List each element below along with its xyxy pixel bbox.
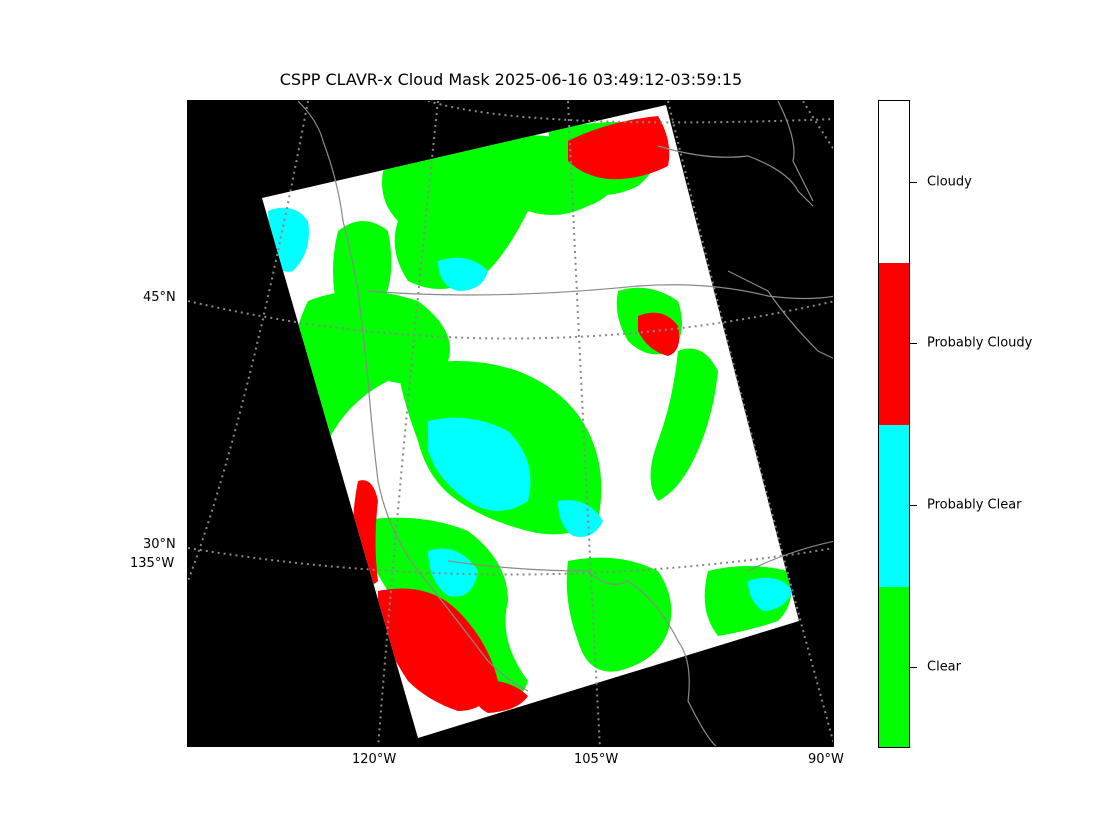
colorbar-probably-cloudy [879,263,909,425]
lon-label-90w: 90°W [808,752,844,767]
lon-label-105w: 105°W [574,752,619,767]
graticule [188,101,833,746]
chart-title: CSPP CLAVR-x Cloud Mask 2025-06-16 03:49… [279,70,743,89]
colorbar-cloudy [879,101,909,263]
swath-features [268,116,793,713]
cloud-mask-map [188,101,833,746]
colorbar-label-clear: Clear [927,659,961,675]
colorbar [878,100,910,748]
probably-clear-regions [268,207,793,611]
colorbar-clear [879,587,909,747]
colorbar-tick [910,343,917,344]
lon-label-135w: 135°W [130,556,175,571]
lat-label-45n: 45°N [143,290,176,305]
meridian-90w [667,101,833,745]
colorbar-tick [910,505,917,506]
meridian-120w [377,101,439,746]
parallel-45n [188,300,833,340]
colorbar-label-cloudy: Cloudy [927,174,972,190]
colorbar-label-probably-cloudy: Probably Cloudy [927,335,1033,351]
colorbar-tick [910,667,917,668]
colorbar-label-probably-clear: Probably Clear [927,497,1022,513]
colorbar-probably-clear [879,425,909,587]
parallel-60n [427,101,833,124]
lon-label-120w: 120°W [352,752,397,767]
meridian-135w [188,101,309,582]
lat-label-30n: 30°N [143,537,176,552]
meridian-75w [802,101,833,150]
colorbar-tick [910,182,917,183]
parallel-30n [188,547,833,576]
map-panel [187,100,834,747]
coastlines [297,101,833,746]
